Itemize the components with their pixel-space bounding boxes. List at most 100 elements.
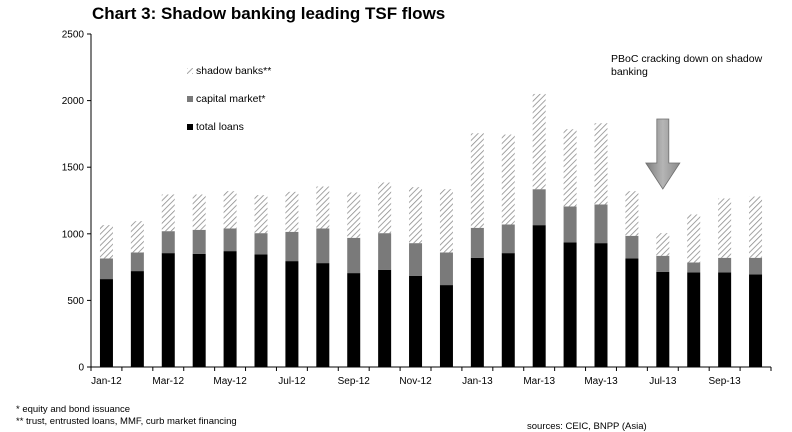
bar-capital-market — [378, 233, 392, 270]
bar-shadow-banks — [316, 186, 330, 229]
bar-total-loans — [130, 271, 144, 367]
bar-capital-market — [409, 243, 423, 276]
x-tick-label: Sep-13 — [709, 376, 742, 387]
x-tick-label: Jul-13 — [649, 376, 677, 387]
y-tick-label: 2500 — [62, 30, 85, 41]
bar-total-loans — [594, 243, 608, 367]
bar-total-loans — [718, 272, 732, 367]
bar-shadow-banks — [192, 194, 206, 230]
bar-total-loans — [749, 274, 763, 367]
chart-title: Chart 3: Shadow banking leading TSF flow… — [92, 4, 446, 23]
bar-capital-market — [316, 228, 330, 264]
bar-shadow-banks — [254, 195, 268, 234]
bar-total-loans — [470, 257, 484, 367]
bar-capital-market — [687, 262, 701, 273]
bar-shadow-banks — [656, 233, 670, 256]
annotation-text: PBoC cracking down on shadow — [611, 53, 763, 65]
bar-capital-market — [192, 229, 206, 254]
bar-total-loans — [409, 275, 423, 367]
y-tick-label: 1500 — [62, 163, 85, 174]
legend: shadow banks** capital market* total loans — [187, 65, 271, 133]
axes: 0 500 1000 1500 2000 2500 Jan-12 Mar-12 May-12 Ju… — [62, 30, 772, 387]
bar-shadow-banks — [409, 187, 423, 244]
bar-capital-market — [347, 237, 361, 274]
x-tick-label: May-12 — [213, 376, 247, 387]
bar-shadow-banks — [625, 191, 639, 236]
bar-shadow-banks — [718, 198, 732, 258]
bar-capital-market — [501, 224, 515, 254]
bar-shadow-banks — [285, 191, 299, 232]
bar-shadow-banks — [532, 93, 546, 190]
source-note: sources: CEIC, BNPP (Asia) — [527, 421, 647, 432]
bar-total-loans — [161, 253, 175, 367]
legend-swatch — [187, 96, 193, 102]
bar-total-loans — [316, 263, 330, 367]
bar-shadow-banks — [687, 214, 701, 263]
bar-capital-market — [130, 252, 144, 272]
bar-capital-market — [254, 233, 268, 255]
bar-total-loans — [625, 258, 639, 367]
legend-swatch — [187, 68, 193, 74]
bar-capital-market — [749, 257, 763, 275]
x-tick-label: Nov-12 — [399, 376, 432, 387]
bar-total-loans — [656, 271, 670, 367]
bar-total-loans — [192, 253, 206, 367]
x-tick-label: Jan-13 — [462, 376, 493, 387]
bar-capital-market — [223, 228, 237, 252]
annotation-text: banking — [611, 66, 648, 78]
bar-capital-market — [563, 206, 577, 243]
bar-capital-market — [718, 257, 732, 273]
bar-shadow-banks — [378, 182, 392, 234]
bars-group — [99, 93, 763, 367]
bar-total-loans — [532, 225, 546, 367]
bar-shadow-banks — [347, 192, 361, 238]
x-tick-label: Mar-12 — [152, 376, 184, 387]
bar-total-loans — [501, 253, 515, 367]
bar-shadow-banks — [99, 225, 113, 259]
legend-label: capital market* — [196, 93, 265, 105]
bar-total-loans — [347, 273, 361, 367]
bar-total-loans — [223, 251, 237, 367]
x-tick-label: Sep-12 — [338, 376, 371, 387]
bar-capital-market — [439, 252, 453, 286]
footnote-shadow: ** trust, entrusted loans, MMF, curb mar… — [16, 416, 237, 427]
x-tick-label: Jan-12 — [91, 376, 122, 387]
bar-shadow-banks — [749, 196, 763, 258]
bar-total-loans — [563, 242, 577, 367]
x-tick-label: Jul-12 — [278, 376, 306, 387]
bar-capital-market — [594, 204, 608, 244]
bar-shadow-banks — [223, 191, 237, 229]
bar-capital-market — [532, 189, 546, 226]
bar-total-loans — [285, 261, 299, 367]
legend-label: shadow banks** — [196, 65, 271, 77]
bar-total-loans — [687, 272, 701, 367]
bar-capital-market — [625, 235, 639, 259]
x-tick-label: Mar-13 — [523, 376, 555, 387]
down-arrow-icon — [645, 118, 681, 190]
bar-total-loans — [378, 269, 392, 367]
y-tick-label: 0 — [78, 363, 84, 374]
bar-total-loans — [254, 254, 268, 367]
bar-total-loans — [99, 279, 113, 367]
bar-capital-market — [285, 231, 299, 262]
bar-shadow-banks — [501, 134, 515, 225]
x-tick-label: May-13 — [584, 376, 618, 387]
bar-shadow-banks — [161, 194, 175, 232]
bar-shadow-banks — [470, 133, 484, 228]
y-tick-label: 1000 — [62, 229, 85, 240]
bar-shadow-banks — [130, 221, 144, 253]
bar-shadow-banks — [594, 123, 608, 205]
footnote-equity: * equity and bond issuance — [16, 404, 131, 415]
bar-total-loans — [439, 285, 453, 367]
bar-shadow-banks — [563, 129, 577, 207]
bar-capital-market — [656, 255, 670, 272]
legend-swatch — [187, 124, 193, 130]
bar-capital-market — [161, 231, 175, 254]
y-tick-label: 500 — [67, 296, 84, 307]
bar-capital-market — [99, 258, 113, 280]
bar-shadow-banks — [439, 189, 453, 253]
bar-capital-market — [470, 227, 484, 258]
legend-label: total loans — [196, 121, 244, 133]
